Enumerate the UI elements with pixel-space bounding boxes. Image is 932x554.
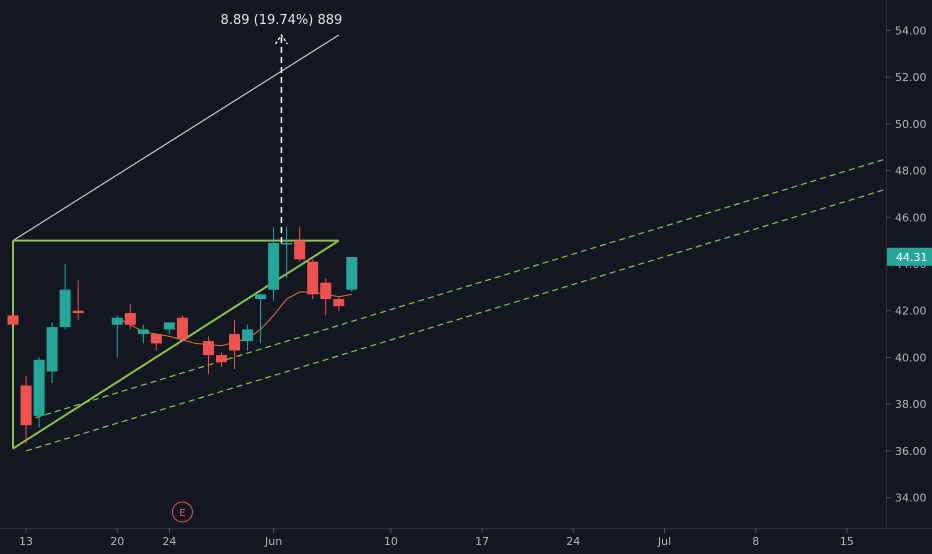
candle-body <box>255 294 267 300</box>
candle-body <box>124 313 136 325</box>
last-price-background <box>887 247 932 266</box>
ascending-support-line <box>12 239 340 450</box>
price-tick-label: 50.00 <box>895 118 927 131</box>
candle-body <box>216 355 227 363</box>
candle-body <box>176 317 188 339</box>
candle-body <box>307 261 319 295</box>
candle-body <box>333 299 345 307</box>
candle-body <box>281 242 293 245</box>
candle-body <box>33 359 45 416</box>
candle-body <box>72 310 84 314</box>
last-price-tag: 44.31 <box>887 247 932 266</box>
time-tick-label: 10 <box>384 535 398 548</box>
candle-body <box>163 322 175 330</box>
candle-body <box>229 334 241 351</box>
measure-arrow-head <box>274 33 288 45</box>
candle-body <box>137 329 149 335</box>
price-tick-label: 38.00 <box>895 398 927 411</box>
candle-body <box>242 329 254 342</box>
time-tick-label: 15 <box>840 535 854 548</box>
last-price-label: 44.31 <box>896 251 928 264</box>
price-tick-label: 54.00 <box>895 24 927 37</box>
price-axis[interactable]: 34.0036.0038.0040.0042.0044.0046.0048.00… <box>886 24 927 505</box>
drawings-layer <box>12 34 887 452</box>
price-tick-label: 36.00 <box>895 445 927 458</box>
time-tick-label: 24 <box>162 535 176 548</box>
price-tick-label: 52.00 <box>895 71 927 84</box>
candle-body <box>346 256 358 290</box>
earnings-marker[interactable] <box>171 501 193 523</box>
candle-body <box>46 327 58 372</box>
candle-body <box>111 317 123 325</box>
price-tick-label: 48.00 <box>895 165 927 178</box>
price-tick-label: 42.00 <box>895 305 927 318</box>
time-tick-label: 17 <box>475 535 489 548</box>
candle-body <box>20 385 32 426</box>
candle-body <box>59 289 71 328</box>
projection-line <box>12 34 340 242</box>
time-tick-label: 13 <box>19 535 33 548</box>
candle-body <box>294 240 306 260</box>
candle-body <box>150 334 162 344</box>
time-tick-label: 20 <box>110 535 124 548</box>
candle-body <box>268 242 280 290</box>
candle-body <box>202 341 214 356</box>
measure-label: 8.89 (19.74%) 889 <box>221 13 343 28</box>
time-axis[interactable]: 13 20 24 Jun 10 17 24 Jul 8 15 <box>19 528 854 548</box>
candles-layer <box>7 226 358 444</box>
earnings-marker-label: E <box>179 508 185 519</box>
candle-body <box>320 282 332 300</box>
price-tick-label: 40.00 <box>895 351 927 364</box>
annotation-layer: 8.89 (19.74%) 889 E <box>171 13 343 523</box>
price-tick-label: 46.00 <box>895 211 927 224</box>
time-tick-label: 8 <box>752 535 759 548</box>
time-tick-label: Jun <box>264 535 282 548</box>
time-tick-label: Jul <box>657 535 671 548</box>
time-tick-label: 24 <box>566 535 580 548</box>
price-tick-label: 34.00 <box>895 492 927 505</box>
candle-body <box>7 315 19 325</box>
